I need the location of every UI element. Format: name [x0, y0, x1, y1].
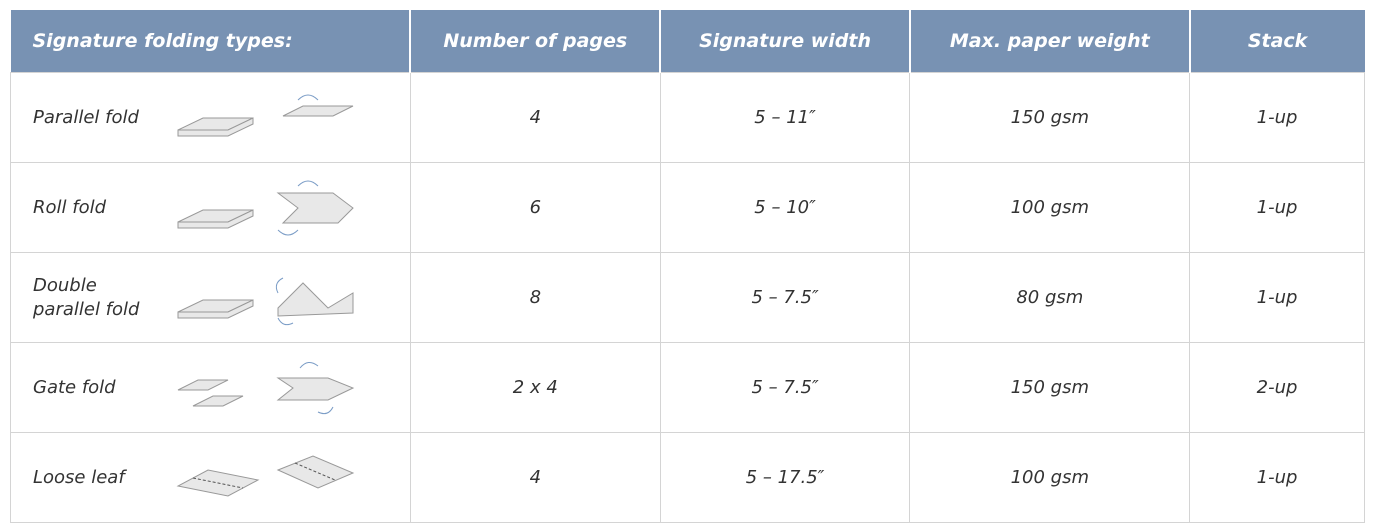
fold-icon — [168, 88, 368, 148]
table-cell: 100 gsm — [910, 163, 1190, 253]
fold-type: Gate fold — [33, 376, 168, 400]
fold-type-cell: Double parallel fold — [11, 253, 411, 343]
table-cell: 5 – 17.5″ — [660, 433, 910, 523]
table-cell: 1-up — [1190, 163, 1365, 253]
table-cell: 6 — [410, 163, 660, 253]
fold-type-cell: Gate fold — [11, 343, 411, 433]
table-cell: 8 — [410, 253, 660, 343]
table-cell: 5 – 7.5″ — [660, 253, 910, 343]
table-cell: 4 — [410, 433, 660, 523]
table-cell: 1-up — [1190, 253, 1365, 343]
fold-table: Signature folding types: Number of pages… — [10, 10, 1365, 523]
fold-type: Parallel fold — [33, 106, 168, 130]
table-cell: 100 gsm — [910, 433, 1190, 523]
column-header: Number of pages — [410, 10, 660, 73]
table-cell: 4 — [410, 73, 660, 163]
column-header: Max. paper weight — [910, 10, 1190, 73]
table-cell: 150 gsm — [910, 343, 1190, 433]
cell-content: Double parallel fold — [33, 268, 410, 328]
header-row: Signature folding types: Number of pages… — [11, 10, 1365, 73]
page: Signature folding types: Number of pages… — [0, 0, 1375, 528]
fold-type-cell: Roll fold — [11, 163, 411, 253]
cell-content: Loose leaf — [33, 448, 410, 508]
fold-type-cell: Parallel fold — [11, 73, 411, 163]
cell-content: Gate fold — [33, 358, 410, 418]
fold-type-cell: Loose leaf — [11, 433, 411, 523]
fold-type: Roll fold — [33, 196, 168, 220]
table-cell: 5 – 10″ — [660, 163, 910, 253]
table-cell: 5 – 11″ — [660, 73, 910, 163]
table-cell: 1-up — [1190, 73, 1365, 163]
column-header: Signature folding types: — [11, 10, 411, 73]
fold-type: Double parallel fold — [33, 274, 168, 322]
fold-type: Loose leaf — [33, 466, 168, 490]
fold-icon — [168, 358, 368, 418]
table-cell: 2-up — [1190, 343, 1365, 433]
cell-content: Parallel fold — [33, 88, 410, 148]
fold-icon — [168, 448, 368, 508]
cell-content: Roll fold — [33, 178, 410, 238]
table-cell: 2 x 4 — [410, 343, 660, 433]
table-cell: 5 – 7.5″ — [660, 343, 910, 433]
table-header: Signature folding types: Number of pages… — [11, 10, 1365, 73]
fold-icon — [168, 178, 368, 238]
table-cell: 150 gsm — [910, 73, 1190, 163]
column-header: Stack — [1190, 10, 1365, 73]
table-cell: 80 gsm — [910, 253, 1190, 343]
table-cell: 1-up — [1190, 433, 1365, 523]
column-header: Signature width — [660, 10, 910, 73]
fold-icon — [168, 268, 368, 328]
